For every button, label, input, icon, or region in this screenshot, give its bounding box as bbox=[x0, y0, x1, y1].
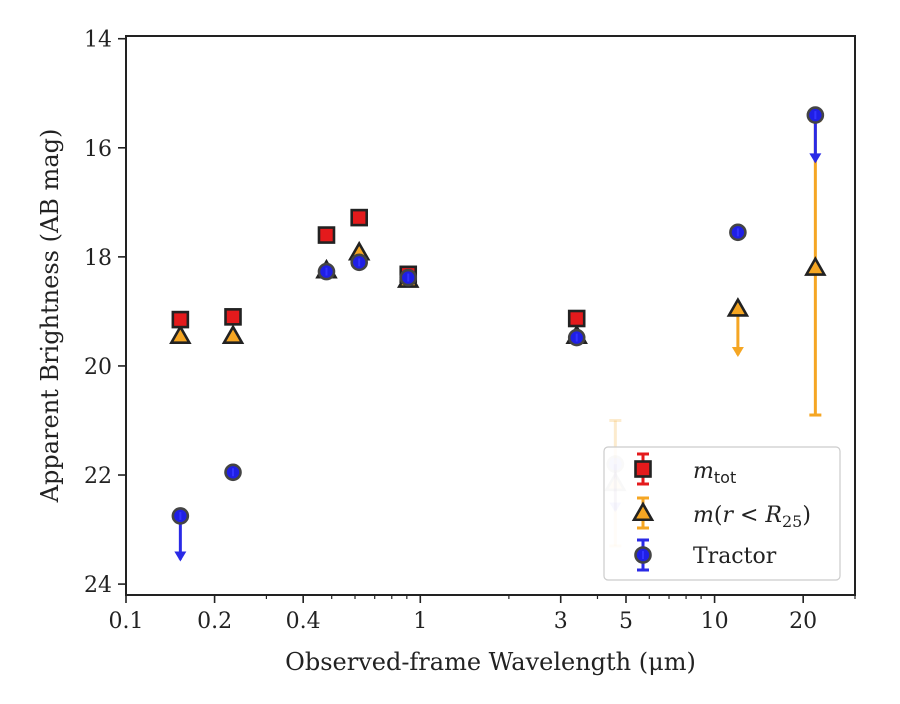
mtot-point-0 bbox=[171, 310, 190, 329]
mtot-point-2 bbox=[317, 226, 336, 244]
x-tick-label-3: 1 bbox=[413, 609, 427, 634]
tractor-point-8 bbox=[806, 106, 825, 124]
tractor-point-5 bbox=[567, 328, 586, 347]
x-tick-label-6: 10 bbox=[701, 609, 729, 634]
m-r25-point-0 bbox=[169, 324, 192, 345]
plot-frame bbox=[125, 35, 856, 596]
tractor-limit-arrow-0 bbox=[174, 551, 187, 562]
y-tick-label-2: 18 bbox=[84, 246, 112, 271]
m-r25-point-8 bbox=[804, 256, 827, 276]
tractor-point-4 bbox=[399, 268, 418, 287]
m-r25-point-1 bbox=[221, 324, 245, 345]
tractor-point-1 bbox=[224, 463, 242, 482]
y-tick-label-0: 14 bbox=[84, 28, 112, 53]
legend-label-m-r25: m(r < R25) bbox=[693, 503, 811, 531]
mtot-point-1 bbox=[224, 308, 242, 326]
x-tick-label-5: 5 bbox=[619, 609, 633, 634]
tractor-point-0 bbox=[171, 507, 190, 525]
m-r25-point-7 bbox=[726, 297, 750, 317]
legend-marker-2 bbox=[634, 546, 652, 564]
tractor-point-3 bbox=[350, 253, 368, 272]
tractor-point-7 bbox=[729, 223, 747, 242]
y-axis-label: Apparent Brightness (AB mag) bbox=[36, 129, 64, 504]
x-tick-label-7: 20 bbox=[789, 609, 817, 634]
legend-label-mtot: mtot bbox=[693, 459, 736, 487]
y-tick-label-4: 22 bbox=[84, 464, 112, 489]
legend-marker-0 bbox=[634, 460, 652, 478]
x-tick-label-0: 0.1 bbox=[109, 609, 144, 634]
legend-label-tractor: Tractor bbox=[693, 544, 777, 569]
m-r25-limit-arrow-7 bbox=[731, 347, 744, 358]
tractor-limit-arrow-8 bbox=[809, 153, 822, 164]
x-tick-label-4: 3 bbox=[554, 609, 568, 634]
y-tick-label-3: 20 bbox=[84, 355, 112, 380]
legend: mtot m(r < R25) Tractor bbox=[603, 446, 841, 581]
legend-box bbox=[603, 446, 841, 581]
legend-marker-1 bbox=[631, 501, 655, 522]
mtot-point-5 bbox=[567, 309, 586, 328]
tractor-point-2 bbox=[317, 262, 336, 281]
x-tick-label-1: 0.2 bbox=[197, 609, 232, 634]
y-tick-label-1: 16 bbox=[84, 137, 112, 162]
mtot-point-3 bbox=[350, 208, 368, 227]
x-axis-label: Observed-frame Wavelength (μm) bbox=[285, 648, 696, 676]
x-tick-label-2: 0.4 bbox=[286, 609, 321, 634]
y-tick-label-5: 24 bbox=[84, 573, 112, 598]
